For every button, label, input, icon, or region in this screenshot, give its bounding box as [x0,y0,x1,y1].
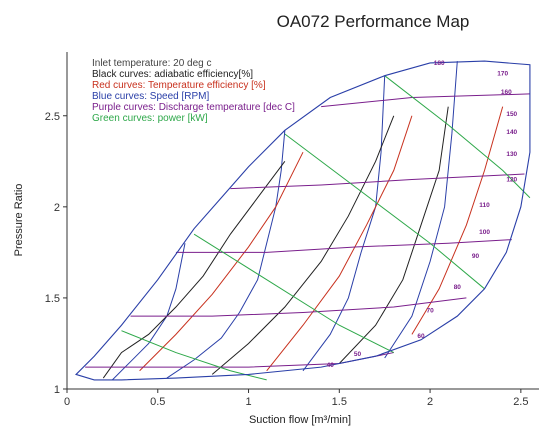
x-tick-label-4: 2 [427,396,433,408]
series-layer [85,61,531,381]
y-ticks: 1 1.5 2 2.5 [45,111,67,396]
curve-label-14: 40 [327,362,335,369]
x-tick-label-5: 2.5 [513,396,528,408]
curve-label-7: 110 [479,202,490,209]
power-curve-18 [384,75,531,199]
x-tick-label-2: 1 [245,396,251,408]
curve-label-8: 100 [479,229,490,236]
curve-label-3: 150 [506,111,517,118]
adiabatic-efficiency-curve-4 [102,160,286,379]
discharge-temperature-curve-14 [321,93,530,108]
chart-title: OA072 Performance Map [277,12,470,31]
speed-curve-0 [166,130,286,379]
temperature-efficiency-curve-9 [411,106,504,335]
speed-curve-2 [384,61,458,359]
curve-label-13: 50 [354,351,362,358]
legend-note-3: Blue curves: Speed [RPM] [92,91,209,102]
curve-labels: 180 170 160 150 140 130 120 110 100 90 80 70 60 50 40 [327,60,518,369]
curve-label-9: 90 [472,253,480,260]
discharge-temperature-curve-12 [175,239,512,253]
curve-label-5: 130 [506,151,517,158]
map-boundary-outline [75,60,531,381]
curve-label-1: 170 [497,71,508,78]
legend-note-5: Green curves: power [kW] [92,113,208,124]
legend-note-0: Inlet temperature: 20 deg c [92,58,212,69]
x-tick-label-3: 1.5 [332,396,347,408]
y-tick-label-2: 2 [54,202,60,214]
curve-label-11: 70 [426,307,434,314]
adiabatic-efficiency-curve-6 [338,106,449,364]
speed-curve-3 [112,243,186,381]
curve-label-2: 160 [501,89,512,96]
legend-note-4: Purple curves: Discharge temperature [de… [92,102,295,113]
speed-curve-1 [302,75,386,372]
y-tick-label-1: 1.5 [45,293,60,305]
x-tick-label-0: 0 [64,396,70,408]
y-tick-label-0: 1 [54,384,60,396]
power-curve-17 [284,133,485,290]
discharge-temperature-curve-11 [130,297,467,317]
y-axis-label: Pressure Ratio [13,184,25,257]
curve-label-12: 60 [417,333,425,340]
legend-note-1: Black curves: adiabatic efficiency[%] [92,69,253,80]
curve-label-10: 80 [454,284,462,291]
curve-label-0: 180 [434,60,445,67]
x-axis-label: Suction flow [m³/min] [249,414,351,426]
legend-note-2: Red curves: Temperature efficiency [%] [92,80,266,91]
temperature-efficiency-curve-7 [139,151,304,372]
x-ticks: 0 0.5 1 1.5 2 2.5 [64,389,528,408]
y-tick-label-3: 2.5 [45,111,60,123]
discharge-temperature-curve-13 [230,173,525,190]
x-tick-label-1: 0.5 [150,396,165,408]
curve-label-4: 140 [506,129,517,136]
adiabatic-efficiency-curve-5 [211,115,395,375]
power-curve-15 [121,330,267,381]
map-boundary [75,60,531,381]
power-curve-16 [193,233,394,354]
curve-label-6: 120 [506,176,517,183]
temperature-efficiency-curve-8 [266,115,413,372]
